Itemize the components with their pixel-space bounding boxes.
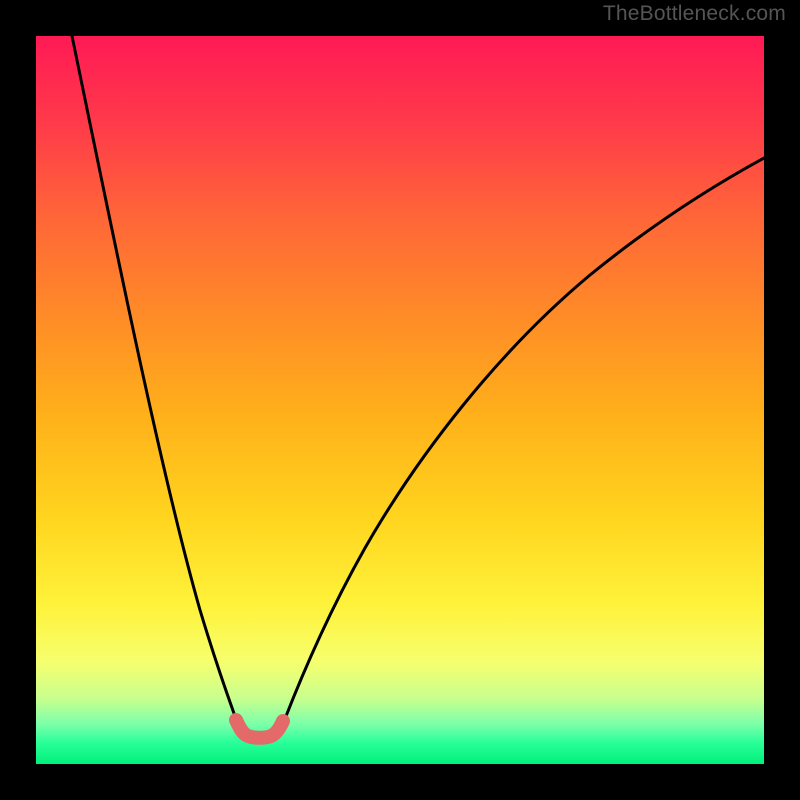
watermark-text: TheBottleneck.com xyxy=(603,2,786,26)
chart-container: TheBottleneck.com xyxy=(0,0,800,800)
plot-background xyxy=(36,36,764,764)
bottleneck-chart-svg xyxy=(0,0,800,800)
